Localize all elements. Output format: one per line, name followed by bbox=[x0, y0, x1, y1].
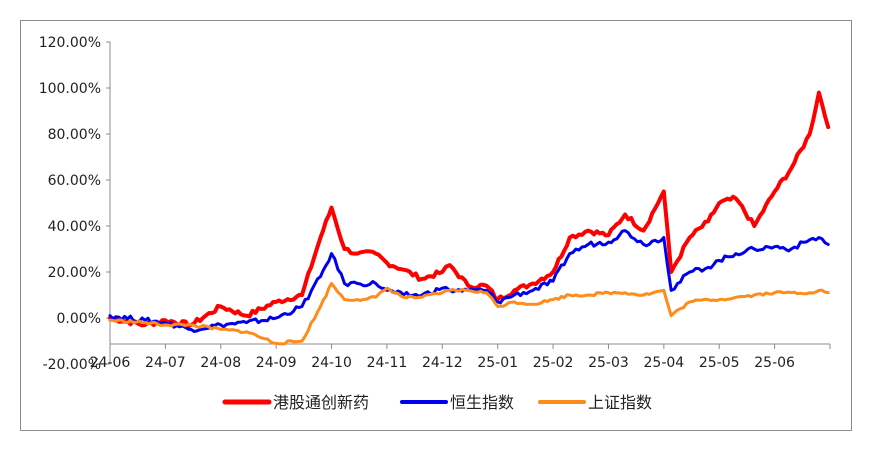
legend-label-2: 恒生指数 bbox=[450, 393, 514, 412]
x-tick-label: 25-03 bbox=[588, 355, 629, 371]
series-line-3 bbox=[108, 282, 830, 346]
y-tick-label: 40.00% bbox=[48, 219, 101, 235]
y-tick-label: 120.00% bbox=[39, 35, 101, 51]
series-line-2 bbox=[108, 229, 830, 333]
series-line-1 bbox=[108, 90, 831, 329]
y-tick-label: -20.00% bbox=[43, 357, 101, 373]
x-tick-label: 24-12 bbox=[422, 355, 463, 371]
x-tick-label: 24-07 bbox=[145, 355, 186, 371]
y-tick-label: 0.00% bbox=[57, 311, 101, 327]
x-tick-label: 25-02 bbox=[533, 355, 574, 371]
x-tick-label: 24-10 bbox=[311, 355, 352, 371]
x-tick-label: 25-04 bbox=[644, 355, 685, 371]
x-tick-label: 25-06 bbox=[754, 355, 795, 371]
x-tick-label: 24-06 bbox=[90, 355, 131, 371]
x-tick-label: 24-11 bbox=[367, 355, 408, 371]
x-tick-label: 24-09 bbox=[256, 355, 297, 371]
axes: -20.00% 0.00% 20.00% 40.00% 60.00% 80.00% 100.… bbox=[39, 35, 831, 373]
y-tick-label: 100.00% bbox=[39, 81, 101, 97]
legend-label-3: 上证指数 bbox=[588, 393, 652, 412]
legend-label-1: 港股通创新药 bbox=[273, 393, 369, 412]
legend: 港股通创新药 恒生指数 上证指数 bbox=[222, 393, 652, 412]
x-tick-label: 25-05 bbox=[699, 355, 740, 371]
x-tick-label: 24-08 bbox=[200, 355, 241, 371]
chart-frame bbox=[20, 20, 852, 431]
y-tick-label: 80.00% bbox=[48, 127, 101, 143]
series-lines bbox=[108, 90, 831, 346]
x-tick-label: 25-01 bbox=[477, 355, 518, 371]
y-tick-label: 20.00% bbox=[48, 265, 101, 281]
y-tick-label: 60.00% bbox=[48, 173, 101, 189]
